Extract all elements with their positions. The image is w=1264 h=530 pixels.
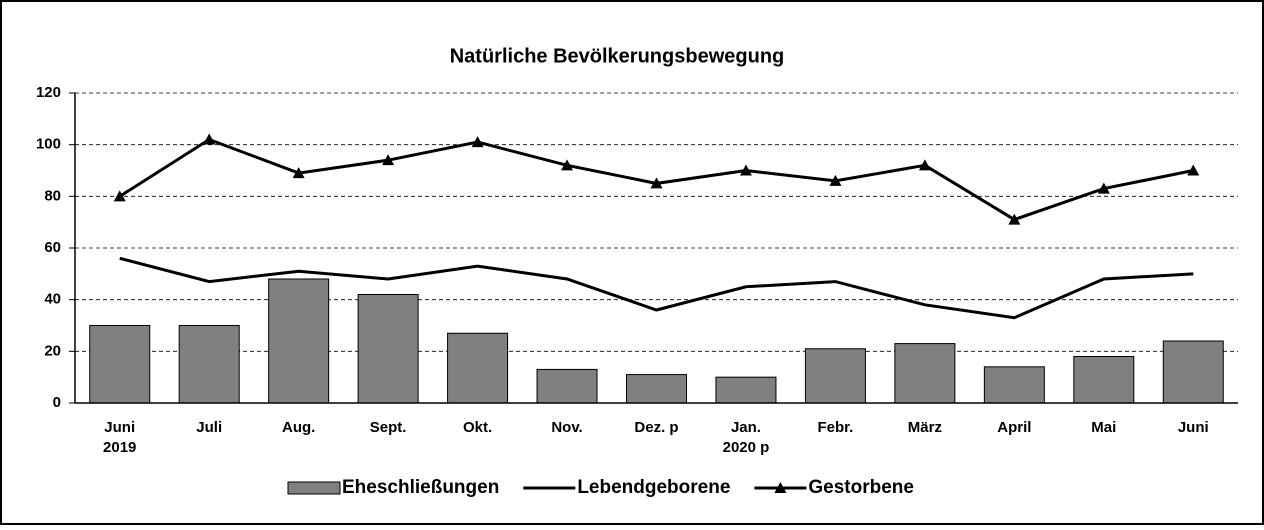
chart-title: Natürliche Bevölkerungsbewegung	[450, 45, 785, 67]
x-tick-label: Juli	[196, 419, 222, 436]
marker	[650, 177, 663, 189]
x-tick-label: Juni	[1178, 419, 1209, 436]
marker	[739, 164, 752, 176]
y-tick-label: 40	[44, 291, 61, 308]
bar	[268, 278, 330, 404]
line	[119, 256, 1194, 320]
bar	[1162, 340, 1224, 404]
y-tick-label: 100	[36, 136, 61, 153]
marker	[382, 154, 395, 166]
bar	[715, 376, 777, 404]
x-tick-label: Nov.	[551, 419, 582, 436]
bar	[536, 368, 598, 404]
x-tick-label: Okt.	[463, 419, 492, 436]
legend-label: Eheschließungen	[342, 477, 499, 498]
marker	[1008, 213, 1021, 225]
bar	[357, 294, 419, 404]
legend-swatch	[287, 481, 341, 495]
x-tick-label: Sept.	[370, 419, 407, 436]
marker	[292, 167, 305, 179]
x-tick-label: Dez. p	[634, 419, 678, 436]
y-tick-label: 60	[44, 239, 61, 256]
marker	[918, 159, 931, 171]
legend-label: Gestorbene	[808, 477, 914, 498]
marker	[561, 159, 574, 171]
marker	[471, 136, 484, 148]
bar	[89, 325, 151, 404]
legend-label: Lebendgeborene	[577, 477, 730, 498]
bar	[983, 366, 1045, 404]
bar	[1073, 356, 1135, 404]
x-tick-label: Aug.	[282, 419, 315, 436]
x-tick-label: Febr.	[817, 419, 853, 436]
marker	[829, 174, 842, 186]
y-tick-label: 80	[44, 187, 61, 204]
x-tick-label: April	[997, 419, 1031, 436]
marker	[1097, 182, 1110, 194]
marker	[113, 190, 126, 202]
bar	[447, 332, 509, 404]
legend-marker	[774, 482, 787, 493]
bar	[178, 325, 240, 404]
x-tick-label: Jan. 2020 p	[723, 419, 770, 456]
x-tick-label: Juni 2019	[103, 419, 136, 456]
y-tick-label: 20	[44, 342, 61, 359]
marker	[203, 133, 216, 145]
x-tick-label: Mai	[1091, 419, 1116, 436]
bar	[804, 348, 866, 404]
bar	[894, 343, 956, 404]
marker	[1187, 164, 1200, 176]
y-tick-label: 120	[36, 84, 61, 101]
y-tick-label: 0	[53, 394, 61, 411]
x-tick-label: März	[908, 419, 942, 436]
bar	[626, 374, 687, 404]
